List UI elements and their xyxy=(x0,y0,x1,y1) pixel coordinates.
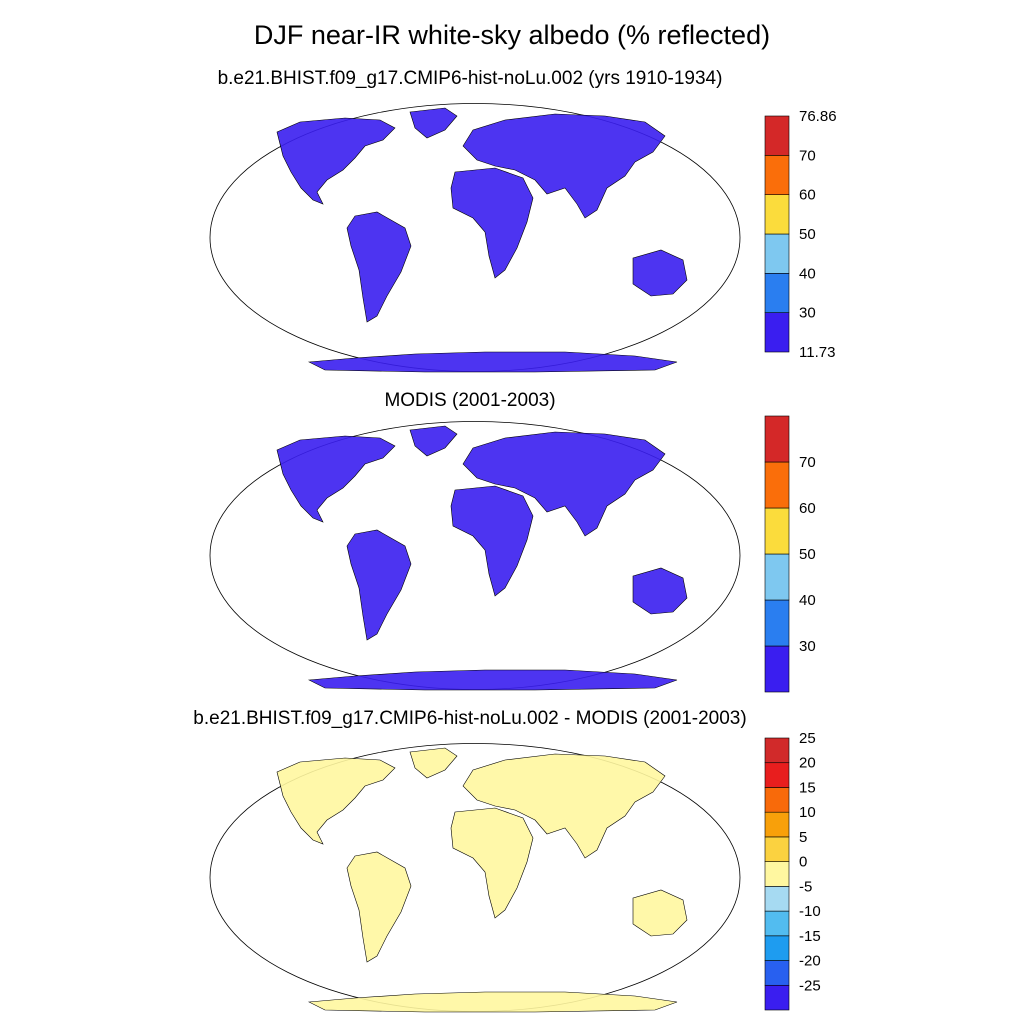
colorbar-box xyxy=(764,811,790,838)
colorbar-label: -10 xyxy=(799,903,821,920)
colorbar-box xyxy=(764,155,790,195)
colorbar-box xyxy=(764,553,790,601)
map-antarctica xyxy=(307,669,678,691)
map-europe-asia xyxy=(462,113,666,219)
colorbar-box xyxy=(764,935,790,961)
colorbar-label: 50 xyxy=(799,226,816,243)
colorbar-label: 70 xyxy=(799,454,816,471)
map-australia xyxy=(632,889,688,937)
colorbar-label: 5 xyxy=(799,829,807,846)
colorbar-label: 70 xyxy=(799,147,816,164)
colorbar-box xyxy=(764,910,790,937)
colorbar-label: 60 xyxy=(799,187,816,204)
map-africa xyxy=(450,807,534,919)
panel-1-map xyxy=(209,103,741,373)
colorbar-box xyxy=(764,233,790,274)
colorbar-label: 11.73 xyxy=(799,344,835,361)
map-north-america xyxy=(276,117,396,205)
colorbar-box xyxy=(764,194,790,235)
map-north-america xyxy=(276,435,396,523)
map-africa xyxy=(450,167,534,279)
colorbar-box xyxy=(764,507,790,555)
colorbar-label: 76.86 xyxy=(799,108,837,125)
colorbar-label: -20 xyxy=(799,953,821,970)
colorbar-box xyxy=(764,836,790,862)
colorbar-box xyxy=(764,762,790,788)
colorbar-box xyxy=(764,960,790,986)
map-australia xyxy=(632,249,688,297)
colorbar-box xyxy=(764,886,790,912)
panel-1-title: b.e21.BHIST.f09_g17.CMIP6-hist-noLu.002 … xyxy=(217,68,723,89)
colorbar-label: 40 xyxy=(799,265,816,282)
colorbar-box xyxy=(764,461,790,509)
map-africa xyxy=(450,485,534,597)
colorbar-label: -15 xyxy=(799,928,821,945)
colorbar-label: 60 xyxy=(799,500,816,517)
map-greenland xyxy=(409,425,458,457)
panel-2-colorbar: 30 40 50 60 70 xyxy=(764,415,816,693)
colorbar-box xyxy=(764,645,790,693)
colorbar-box xyxy=(764,599,790,647)
colorbar-label: 10 xyxy=(799,804,816,821)
colorbar-label: 30 xyxy=(799,305,816,322)
map-north-america xyxy=(276,757,396,845)
panel-1-colorbar: 11.73 30 40 50 60 70 76.86 xyxy=(764,108,837,361)
colorbar-box xyxy=(764,787,790,813)
colorbar-label: -5 xyxy=(799,878,812,895)
panel-2-map xyxy=(209,421,741,691)
panel-3-map xyxy=(209,743,741,1013)
colorbar-label: 40 xyxy=(799,592,816,609)
map-australia xyxy=(632,567,688,615)
colorbar-box xyxy=(764,312,790,353)
colorbar-box xyxy=(764,861,790,887)
colorbar-box xyxy=(764,273,790,313)
colorbar-label: 30 xyxy=(799,638,816,655)
colorbar-label: 20 xyxy=(799,755,816,772)
colorbar-box xyxy=(764,415,790,463)
map-south-america xyxy=(346,211,412,323)
panel-3-colorbar: -25 -20 -15 -10 -5 0 5 10 15 20 25 xyxy=(764,730,821,1011)
map-greenland xyxy=(409,107,458,139)
colorbar-label: 50 xyxy=(799,546,816,563)
colorbar-box xyxy=(764,984,790,1011)
colorbar-box xyxy=(764,115,790,156)
panel-2-title: MODIS (2001-2003) xyxy=(384,390,556,411)
map-south-america xyxy=(346,529,412,641)
map-south-america xyxy=(346,851,412,963)
colorbar-label: 25 xyxy=(799,730,816,747)
map-europe-asia xyxy=(462,753,666,859)
colorbar-label: 0 xyxy=(799,854,807,871)
figure-title: DJF near-IR white-sky albedo (% reflecte… xyxy=(253,20,771,50)
map-antarctica xyxy=(307,351,678,373)
colorbar-label: -25 xyxy=(799,977,821,994)
map-antarctica xyxy=(307,991,678,1013)
panel-3-title: b.e21.BHIST.f09_g17.CMIP6-hist-noLu.002 … xyxy=(193,708,747,729)
map-europe-asia xyxy=(462,431,666,537)
colorbar-box xyxy=(764,737,790,764)
colorbar-label: 15 xyxy=(799,779,816,796)
map-greenland xyxy=(409,747,458,779)
